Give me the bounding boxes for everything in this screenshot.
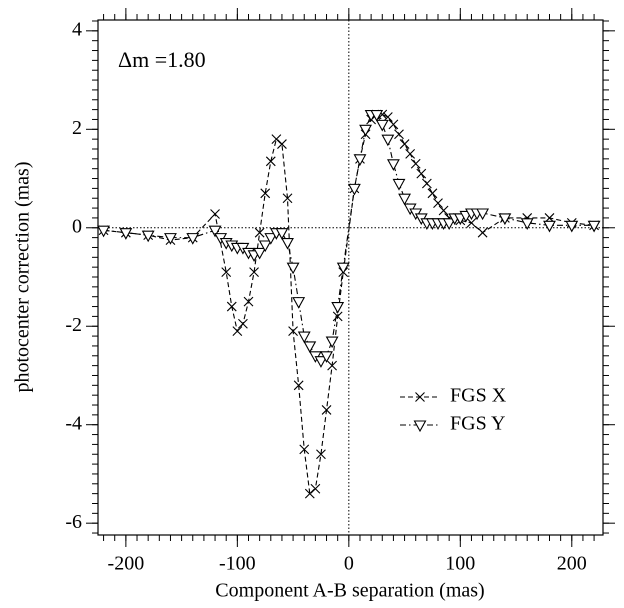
cross-marker: [427, 188, 438, 199]
triangle-marker: [336, 262, 350, 275]
cross-marker: [221, 267, 232, 277]
x-tick-label: 200: [557, 553, 587, 575]
cross-marker: [399, 139, 410, 149]
x-tick-label: -200: [108, 553, 145, 575]
triangle-marker: [164, 233, 177, 245]
triangle-marker: [381, 134, 395, 147]
y-tick-label: 0: [72, 215, 82, 237]
y-tick-label: -4: [65, 412, 82, 434]
triangle-marker: [331, 301, 345, 314]
cross-marker: [421, 178, 432, 189]
triangle-marker: [141, 230, 155, 243]
triangle-marker: [264, 233, 278, 245]
triangle-marker: [281, 237, 294, 250]
cross-marker: [277, 139, 287, 149]
triangle-marker: [543, 220, 556, 233]
y-tick-label: 2: [72, 117, 82, 139]
triangle-marker: [386, 159, 400, 171]
triangle-marker: [186, 233, 200, 245]
triangle-marker: [208, 225, 222, 238]
cross-marker: [415, 392, 425, 402]
triangle-marker: [565, 220, 579, 233]
triangle-marker: [253, 247, 267, 260]
cross-marker: [394, 129, 404, 140]
cross-marker: [438, 205, 449, 216]
cross-marker: [405, 149, 416, 159]
triangle-marker: [119, 228, 133, 240]
cross-marker: [293, 380, 304, 391]
cross-marker: [299, 444, 310, 455]
y-tick-label: -2: [65, 314, 82, 336]
cross-marker: [254, 227, 265, 238]
triangle-marker: [398, 193, 411, 206]
triangle-marker: [297, 331, 311, 344]
cross-marker: [243, 296, 254, 307]
cross-marker: [332, 311, 343, 322]
x-axis-label: Component A-B separation (mas): [215, 580, 484, 602]
cross-marker: [282, 193, 293, 204]
x-tick-label: 100: [445, 553, 475, 575]
triangle-marker: [520, 218, 534, 230]
triangle-marker: [353, 154, 367, 166]
triangle-marker: [320, 351, 333, 363]
triangle-marker: [292, 297, 306, 309]
triangle-marker: [375, 119, 389, 132]
triangle-marker: [359, 124, 372, 137]
triangle-marker: [587, 220, 601, 233]
triangle-marker: [392, 178, 406, 191]
cross-marker: [316, 449, 326, 460]
cross-marker: [288, 326, 298, 337]
triangle-marker: [347, 183, 361, 196]
annotation: Δm =1.80: [118, 47, 206, 72]
triangle-marker: [97, 225, 111, 238]
cross-marker: [260, 188, 271, 199]
triangle-marker: [370, 109, 384, 122]
cross-marker: [388, 119, 399, 130]
cross-marker: [232, 326, 243, 337]
x-tick-label: -100: [219, 553, 256, 575]
y-tick-label: -6: [65, 511, 82, 533]
cross-marker: [321, 405, 332, 415]
triangle-marker: [286, 262, 300, 275]
triangle-marker: [413, 420, 427, 433]
cross-marker: [327, 360, 337, 371]
x-tick-label: 0: [344, 553, 354, 575]
cross-marker: [410, 158, 421, 169]
triangle-marker: [476, 208, 490, 221]
cross-marker: [466, 217, 477, 228]
cross-marker: [249, 267, 259, 277]
cross-marker: [477, 227, 488, 238]
triangle-marker: [275, 228, 289, 240]
triangle-marker: [314, 356, 328, 368]
y-tick-label: 4: [72, 18, 82, 40]
cross-marker: [226, 301, 237, 312]
legend-label: FGS Y: [450, 413, 505, 435]
cross-marker: [265, 156, 276, 167]
cross-marker: [416, 168, 427, 179]
triangle-marker: [442, 218, 456, 230]
triangle-marker: [325, 336, 339, 349]
cross-marker: [310, 483, 321, 494]
y-axis-label: photocenter correction (mas): [12, 161, 34, 392]
triangle-marker: [498, 213, 512, 226]
triangle-marker: [303, 341, 317, 354]
cross-marker: [238, 318, 248, 329]
cross-marker: [210, 209, 220, 219]
legend-label: FGS X: [450, 385, 507, 407]
triangle-marker: [258, 240, 272, 253]
plot-frame: [97, 19, 604, 536]
cross-marker: [433, 198, 443, 209]
